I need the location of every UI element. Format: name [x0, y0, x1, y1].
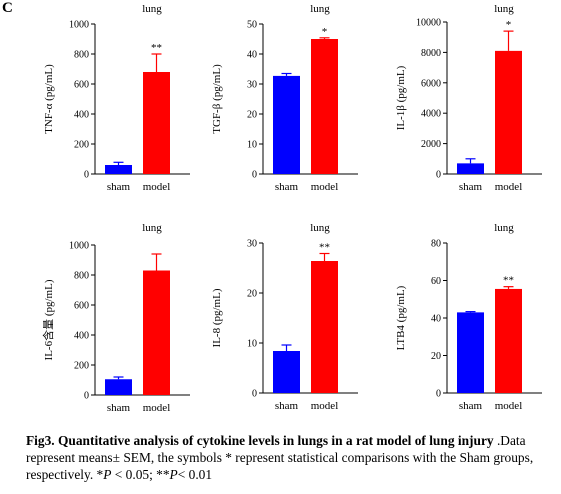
y-tick-label: 0	[436, 170, 441, 181]
x-tick-label: model	[495, 181, 523, 193]
x-tick-label: sham	[459, 400, 483, 412]
chart-title: lung	[310, 222, 330, 234]
y-axis-label: LTB4 (pg/mL)	[395, 285, 407, 350]
y-tick-label: 1000	[69, 20, 89, 31]
y-tick-label: 200	[74, 140, 89, 151]
caption-title: Fig3. Quantitative analysis of cytokine …	[26, 433, 494, 448]
y-tick-label: 0	[252, 389, 257, 400]
bar-sham	[105, 379, 132, 395]
x-tick-label: model	[143, 181, 171, 193]
y-tick-label: 0	[436, 389, 441, 400]
figure-caption: Fig3. Quantitative analysis of cytokine …	[26, 432, 556, 483]
bar-sham	[457, 312, 484, 393]
y-tick-label: 20	[247, 289, 257, 300]
bar-sham	[273, 351, 300, 393]
bar-model	[143, 270, 170, 395]
chart-panel-6: lung 0 20 40 60 80 LTB4 (pg/mL) sham ** model	[395, 222, 542, 412]
bar-model	[495, 288, 522, 393]
y-tick-label: 60	[431, 276, 441, 287]
chart-title: lung	[142, 3, 162, 15]
y-tick-label: 10	[247, 140, 257, 151]
chart-title: lung	[310, 3, 330, 15]
caption-p2: P	[169, 467, 178, 482]
y-tick-label: 20	[431, 351, 441, 362]
y-tick-label: 30	[247, 80, 257, 91]
bar-sham	[457, 163, 484, 174]
x-tick-label: sham	[459, 181, 483, 193]
y-tick-label: 0	[84, 170, 89, 181]
y-tick-label: 0	[252, 170, 257, 181]
y-tick-label: 6000	[421, 78, 441, 89]
significance-marker: *	[322, 26, 328, 38]
y-axis-label: IL-1β (pg/mL)	[395, 65, 407, 130]
bar-model	[311, 39, 338, 174]
y-tick-label: 400	[74, 110, 89, 121]
chart-panel-2: lung 0 10 20 30 40 50 TGF-β (pg/mL) sham * model	[211, 3, 358, 193]
y-tick-label: 8000	[421, 48, 441, 59]
y-tick-label: 800	[74, 50, 89, 61]
x-tick-label: sham	[275, 181, 299, 193]
significance-marker: **	[503, 275, 514, 287]
bar-model	[143, 72, 170, 174]
chart-title: lung	[494, 222, 514, 234]
y-axis-label: IL-8 (pg/mL)	[211, 288, 223, 347]
bar-sham	[273, 75, 300, 174]
chart-title: lung	[142, 222, 162, 234]
chart-panel-5: lung 0 10 20 30 IL-8 (pg/mL) sham ** model	[211, 222, 358, 412]
chart-panel-4: lung 0 200 400 600 800 1000 IL-6含量 (pg/mL) sham m…	[41, 222, 190, 414]
y-tick-label: 50	[247, 20, 257, 31]
x-tick-label: model	[495, 400, 523, 412]
y-tick-label: 40	[431, 314, 441, 325]
x-tick-label: sham	[107, 402, 131, 414]
y-tick-label: 40	[247, 50, 257, 61]
y-tick-label: 600	[74, 80, 89, 91]
chart-panel-3: lung 0 2000 4000 6000 8000 10000 IL-1β (pg/mL) s…	[395, 3, 542, 193]
x-tick-label: model	[311, 181, 339, 193]
y-tick-label: 2000	[421, 139, 441, 150]
y-tick-label: 600	[74, 301, 89, 312]
caption-p: P	[103, 467, 112, 482]
y-tick-label: 10	[247, 339, 257, 350]
caption-body-2: < 0.05; **	[111, 467, 170, 482]
significance-marker: **	[319, 242, 330, 254]
x-tick-label: sham	[107, 181, 131, 193]
caption-body-1: .Data represent means± SEM, the symbols …	[26, 433, 534, 482]
x-tick-label: model	[311, 400, 339, 412]
y-axis-label: TGF-β (pg/mL)	[211, 64, 223, 134]
chart-title: lung	[494, 3, 514, 15]
panel-label: C	[2, 0, 13, 16]
y-tick-label: 20	[247, 110, 257, 121]
caption-body-3: < 0.01	[177, 467, 213, 482]
y-tick-label: 200	[74, 361, 89, 372]
bar-model	[311, 261, 338, 393]
y-tick-label: 0	[84, 391, 89, 402]
chart-panel-1: lung 0 200 400 600 800 1000 TNF-α (pg/mL) sham **…	[43, 3, 190, 193]
y-tick-label: 10000	[416, 18, 441, 29]
x-tick-label: model	[143, 402, 171, 414]
y-tick-label: 800	[74, 271, 89, 282]
y-axis-label: TNF-α (pg/mL)	[43, 64, 55, 134]
x-tick-label: sham	[275, 400, 299, 412]
y-tick-label: 1000	[69, 241, 89, 252]
y-tick-label: 400	[74, 331, 89, 342]
y-tick-label: 4000	[421, 109, 441, 120]
significance-marker: *	[506, 19, 512, 31]
y-tick-label: 30	[247, 239, 257, 250]
y-axis-label: IL-6含量 (pg/mL)	[41, 279, 55, 360]
y-tick-label: 80	[431, 239, 441, 250]
bar-sham	[105, 165, 132, 174]
significance-marker: **	[151, 42, 162, 54]
bar-model	[495, 50, 522, 174]
